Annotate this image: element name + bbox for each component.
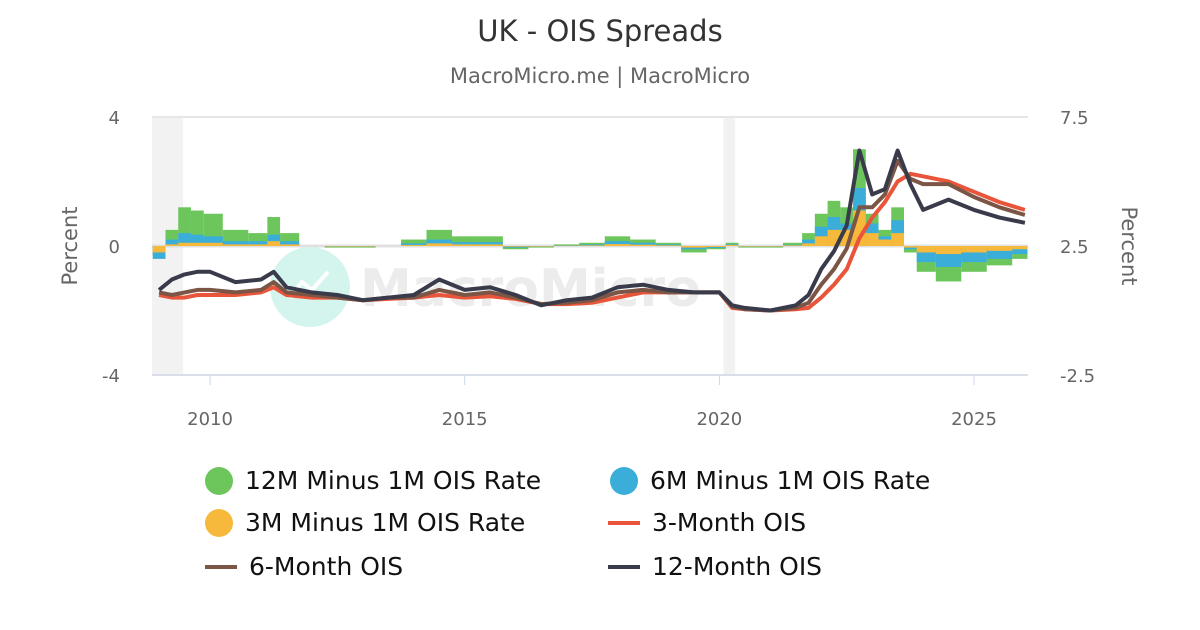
right-tick-label: -2.5 [1060,366,1095,387]
line-12-month-ois [157,148,1026,313]
bar-6m-minus-1m-ois-rate [401,243,427,246]
bar-3m-minus-1m-ois-rate [725,245,739,246]
bar-3m-minus-1m-ois-rate [528,246,554,247]
legend-item-3-month-ois[interactable]: 3-Month OIS [608,508,806,537]
bar-12m-minus-1m-ois-rate [451,236,478,246]
bar-3m-minus-1m-ois-rate [891,233,904,246]
bar-3m-minus-1m-ois-rate [222,244,249,246]
left-tick-label: 4 [109,108,120,129]
bar-3m-minus-1m-ois-rate [579,245,605,246]
bar-3m-minus-1m-ois-rate [604,244,631,246]
legend-label: 6-Month OIS [249,552,404,581]
legend-item-6-month-ois[interactable]: 6-Month OIS [205,552,403,581]
left-axis-title: Percent [58,206,82,285]
bar-6m-minus-1m-ois-rate [630,242,656,246]
bar-6m-minus-1m-ois-rate [655,244,682,246]
line-6-month-ois [158,158,1026,313]
right-tick-label: 7.5 [1060,108,1089,129]
x-tick-label: 2015 [442,409,488,430]
chart-subtitle: MacroMicro.me | MacroMicro [449,64,751,88]
bar-3m-minus-1m-ois-rate [1012,246,1028,250]
legend-item-12-month-ois[interactable]: 12-Month OIS [608,552,822,581]
bar-3m-minus-1m-ois-rate [681,246,707,248]
bar-6m-minus-1m-ois-rate [280,241,300,246]
legend-label: 12-Month OIS [652,552,823,581]
bar-6m-minus-1m-ois-rate [203,236,223,246]
bar-3m-minus-1m-ois-rate [502,246,529,247]
bar-6m-minus-1m-ois-rate [477,242,503,246]
bar-6m-minus-1m-ois-rate [502,246,529,248]
bar-6m-minus-1m-ois-rate [553,245,580,246]
legend-marker [205,466,233,495]
x-tick-label: 2025 [951,409,997,430]
chart-title: UK - OIS Spreads [477,14,723,48]
bar-6m-minus-1m-ois-rate [802,239,815,246]
bar-12m-minus-1m-ois-rate [783,242,803,246]
bar-3m-minus-1m-ois-rate [916,246,936,253]
bar-3m-minus-1m-ois-rate [324,246,351,247]
legend-item-12m-minus-1m[interactable]: 12M Minus 1M OIS Rate [205,466,541,495]
bar-6m-minus-1m-ois-rate [579,244,605,246]
legend-label: 12M Minus 1M OIS Rate [245,466,542,495]
bar-3m-minus-1m-ois-rate [986,246,1013,251]
right-tick-label: 2.5 [1060,237,1089,258]
legend-label: 3-Month OIS [652,508,807,537]
left-tick-label: 0 [109,237,120,258]
legend-label: 6M Minus 1M OIS Rate [650,466,931,495]
bar-3m-minus-1m-ois-rate [738,246,758,247]
bar-3m-minus-1m-ois-rate [426,243,452,246]
bar-3m-minus-1m-ois-rate [451,244,478,246]
bar-3m-minus-1m-ois-rate [903,246,917,248]
legend-marker [610,466,638,495]
bar-3m-minus-1m-ois-rate [350,246,376,247]
bar-6m-minus-1m-ois-rate [248,241,268,246]
bar-3m-minus-1m-ois-rate [178,242,191,246]
legend-marker [608,564,640,569]
x-tick-label: 2020 [696,409,742,430]
legend-label: 3M Minus 1M OIS Rate [245,508,526,537]
bar-6m-minus-1m-ois-rate [426,239,452,246]
x-tick-label: 2010 [187,409,233,430]
right-axis-title: Percent [1117,206,1141,285]
bar-3m-minus-1m-ois-rate [935,246,962,255]
legend-item-6m-minus-1m[interactable]: 6M Minus 1M OIS Rate [610,466,930,495]
bar-3m-minus-1m-ois-rate [783,245,803,246]
legend-marker [205,508,233,537]
bar-6m-minus-1m-ois-rate [190,234,204,246]
bar-3m-minus-1m-ois-rate [757,246,784,247]
bar-6m-minus-1m-ois-rate [604,241,631,246]
bar-12m-minus-1m-ois-rate [553,244,580,246]
bar-3m-minus-1m-ois-rate [190,242,204,246]
left-tick-label: -4 [102,366,120,387]
bar-3m-minus-1m-ois-rate [203,242,223,246]
line-3-month-ois [158,171,1026,313]
bar-3m-minus-1m-ois-rate [655,245,682,246]
bar-12m-minus-1m-ois-rate [401,239,427,246]
bar-3m-minus-1m-ois-rate [878,239,892,246]
bar-12m-minus-1m-ois-rate [477,236,503,246]
bar-3m-minus-1m-ois-rate [477,244,503,246]
bar-3m-minus-1m-ois-rate [706,246,726,247]
bar-3m-minus-1m-ois-rate [630,244,656,246]
legend-item-3m-minus-1m[interactable]: 3M Minus 1M OIS Rate [205,508,525,537]
bar-6m-minus-1m-ois-rate [1012,246,1028,255]
bar-6m-minus-1m-ois-rate [267,234,281,246]
bar-6m-minus-1m-ois-rate [451,242,478,246]
bar-3m-minus-1m-ois-rate [248,244,268,246]
bar-3m-minus-1m-ois-rate [280,244,300,246]
bar-3m-minus-1m-ois-rate [814,236,828,246]
bar-3m-minus-1m-ois-rate [165,244,179,246]
bar-3m-minus-1m-ois-rate [865,233,879,246]
bar-3m-minus-1m-ois-rate [152,246,166,253]
legend-marker [205,564,237,569]
bar-3m-minus-1m-ois-rate [267,241,281,246]
bar-3m-minus-1m-ois-rate [961,246,987,253]
bar-6m-minus-1m-ois-rate [165,239,179,246]
legend-marker [608,520,640,525]
bar-6m-minus-1m-ois-rate [222,241,249,246]
bar-3m-minus-1m-ois-rate [802,243,815,246]
bar-3m-minus-1m-ois-rate [401,245,427,246]
